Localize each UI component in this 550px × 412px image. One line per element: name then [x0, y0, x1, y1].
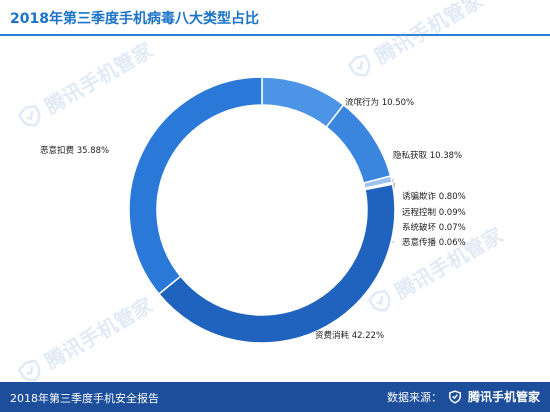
source-label: 数据来源：	[386, 390, 442, 404]
slice-label: 恶意传播 0.06%	[402, 237, 466, 248]
slice-资费消耗	[157, 183, 396, 344]
slice-label: 远程控制 0.09%	[402, 207, 466, 218]
report-name: 2018年第三季度手机安全报告	[10, 392, 159, 405]
shield-icon	[449, 389, 461, 404]
slice-label: 隐私获取 10.38%	[393, 150, 462, 161]
slice-label: 系统破坏 0.07%	[402, 222, 466, 233]
donut-chart: 流氓行为 10.50% 隐私获取 10.38% 诱骗欺诈 0.80% 远程控制 0.0…	[40, 76, 466, 344]
slice-恶意扣费	[128, 76, 263, 296]
slice-隐私获取	[325, 103, 392, 185]
footer-bar: 2018年第三季度手机安全报告 数据来源： 腾讯手机管家	[0, 382, 550, 412]
slice-label: 恶意扣费 35.88%	[40, 145, 109, 156]
slice-label: 流氓行为 10.50%	[345, 97, 414, 108]
slice-label: 资费消耗 42.22%	[315, 330, 384, 341]
slice-label: 诱骗欺诈 0.80%	[402, 191, 466, 202]
title-divider	[0, 34, 550, 36]
brand-name: 腾讯手机管家	[467, 390, 540, 404]
chart-title: 2018年第三季度手机病毒八大类型占比	[10, 11, 259, 27]
data-source: 数据来源： 腾讯手机管家	[387, 388, 540, 405]
